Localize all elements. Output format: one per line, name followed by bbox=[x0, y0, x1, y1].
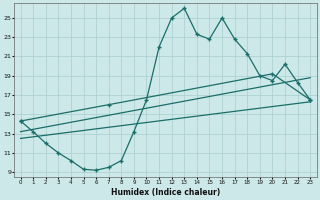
X-axis label: Humidex (Indice chaleur): Humidex (Indice chaleur) bbox=[111, 188, 220, 197]
